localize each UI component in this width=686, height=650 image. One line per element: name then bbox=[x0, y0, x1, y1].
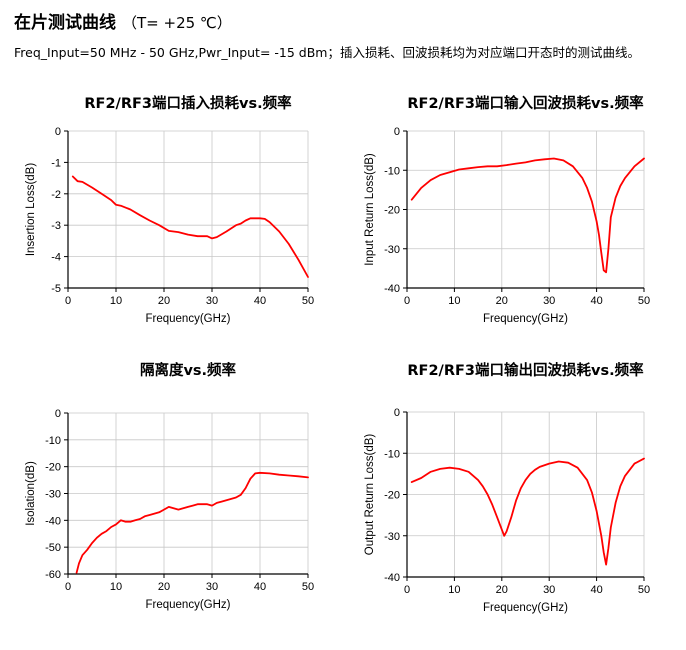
x-axis-label: Frequency(GHz) bbox=[483, 602, 568, 614]
x-tick-label: 20 bbox=[158, 295, 170, 307]
y-tick-label: -20 bbox=[384, 490, 400, 502]
y-axis-label: Input Return Loss(dB) bbox=[364, 153, 376, 266]
y-axis-label: Output Return Loss(dB) bbox=[364, 434, 376, 556]
x-tick-label: 50 bbox=[302, 295, 314, 307]
test-conditions: Freq_Input=50 MHz - 50 GHz,Pwr_Input= -1… bbox=[14, 45, 640, 60]
y-tick-label: -20 bbox=[45, 462, 61, 474]
insertion-loss-chart: RF2/RF3端口插入损耗vs.频率 0 10 20 30 40 50 0 -1 -2 -3 -4 -5… bbox=[25, 94, 314, 325]
x-tick-label: 40 bbox=[254, 295, 266, 307]
x-tick-label: 10 bbox=[110, 295, 122, 307]
x-tick-label: 0 bbox=[65, 295, 71, 307]
x-tick-label: 10 bbox=[448, 584, 460, 596]
x-tick-label: 50 bbox=[638, 295, 650, 307]
x-tick-label: 30 bbox=[206, 581, 218, 593]
page-title: 在片测试曲线 （T= +25 ℃） bbox=[14, 8, 232, 33]
y-axis-label: Insertion Loss(dB) bbox=[25, 163, 37, 256]
y-tick-label: -40 bbox=[384, 572, 400, 584]
series-line bbox=[410, 457, 645, 566]
x-tick-label: 20 bbox=[496, 295, 508, 307]
x-tick-label: 20 bbox=[496, 584, 508, 596]
x-tick-label: 10 bbox=[448, 295, 460, 307]
x-tick-label: 40 bbox=[590, 295, 602, 307]
y-tick-label: -1 bbox=[51, 157, 61, 169]
y-tick-label: -4 bbox=[51, 252, 61, 264]
x-tick-label: 0 bbox=[404, 584, 410, 596]
y-tick-label: -30 bbox=[45, 489, 61, 501]
y-tick-label: -20 bbox=[384, 205, 400, 217]
y-tick-label: 0 bbox=[55, 408, 61, 420]
y-tick-label: 0 bbox=[394, 407, 400, 419]
x-tick-label: 20 bbox=[158, 581, 170, 593]
page-title-text: 在片测试曲线 bbox=[14, 13, 116, 33]
series-line bbox=[75, 471, 309, 574]
y-tick-label: -30 bbox=[384, 244, 400, 256]
x-axis-label: Frequency(GHz) bbox=[146, 599, 231, 611]
chart-title: RF2/RF3端口插入损耗vs.频率 bbox=[84, 94, 292, 112]
chart-title: RF2/RF3端口输入回波损耗vs.频率 bbox=[407, 94, 644, 112]
series-line bbox=[71, 175, 309, 278]
y-tick-label: 0 bbox=[394, 126, 400, 138]
x-tick-label: 40 bbox=[254, 581, 266, 593]
x-tick-label: 30 bbox=[543, 295, 555, 307]
temperature-note: （T= +25 ℃） bbox=[122, 14, 232, 32]
y-tick-label: -10 bbox=[45, 435, 61, 447]
x-tick-label: 50 bbox=[638, 584, 650, 596]
x-tick-label: 0 bbox=[404, 295, 410, 307]
y-tick-label: -3 bbox=[51, 220, 61, 232]
y-tick-label: -10 bbox=[384, 448, 400, 460]
y-tick-label: -5 bbox=[51, 283, 61, 295]
y-tick-label: -40 bbox=[45, 515, 61, 527]
y-tick-label: -40 bbox=[384, 283, 400, 295]
x-tick-label: 30 bbox=[206, 295, 218, 307]
output-return-loss-chart: RF2/RF3端口输出回波损耗vs.频率 0 10 20 30 40 50 0 -10 -20 -3… bbox=[364, 361, 650, 614]
y-axis-label: Isolation(dB) bbox=[25, 461, 37, 526]
chart-title: 隔离度vs.频率 bbox=[140, 361, 237, 379]
x-axis-label: Frequency(GHz) bbox=[146, 313, 231, 325]
y-tick-label: -2 bbox=[51, 189, 61, 201]
x-tick-label: 40 bbox=[590, 584, 602, 596]
x-tick-label: 30 bbox=[543, 584, 555, 596]
input-return-loss-chart: RF2/RF3端口输入回波损耗vs.频率 0 10 20 30 40 50 0 -10 -20 -3… bbox=[364, 94, 650, 325]
y-tick-label: -50 bbox=[45, 542, 61, 554]
chart-title: RF2/RF3端口输出回波损耗vs.频率 bbox=[407, 361, 644, 379]
y-tick-label: -30 bbox=[384, 531, 400, 543]
isolation-chart: 隔离度vs.频率 0 10 20 30 40 50 0 -10 -20 -30 -40 -50 -60 Fr… bbox=[25, 361, 314, 611]
series-line bbox=[410, 157, 645, 274]
x-tick-label: 50 bbox=[302, 581, 314, 593]
y-tick-label: -10 bbox=[384, 165, 400, 177]
x-tick-label: 0 bbox=[65, 581, 71, 593]
x-axis-label: Frequency(GHz) bbox=[483, 313, 568, 325]
y-tick-label: 0 bbox=[55, 126, 61, 138]
y-tick-label: -60 bbox=[45, 569, 61, 581]
x-tick-label: 10 bbox=[110, 581, 122, 593]
